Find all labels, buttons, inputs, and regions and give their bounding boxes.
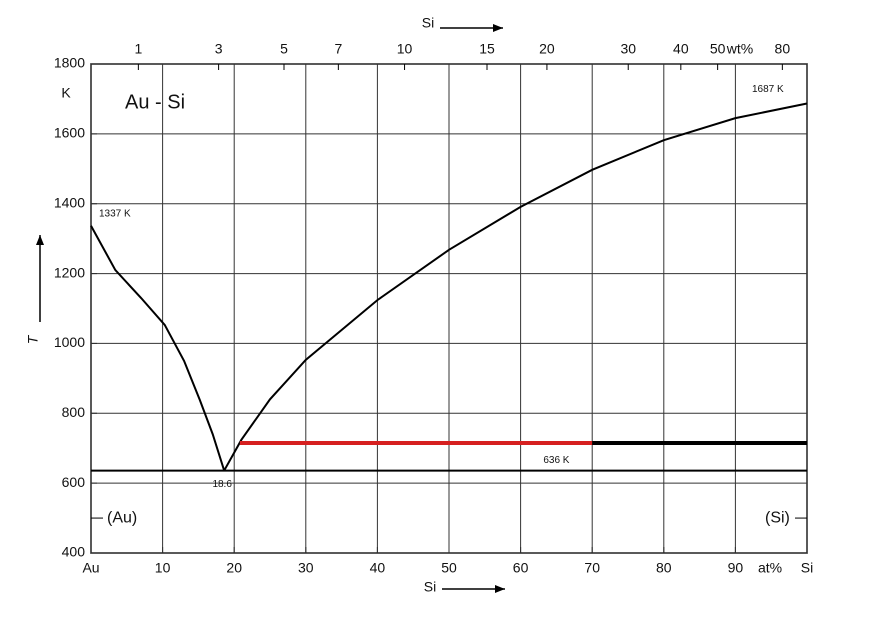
y-tick-label: 1400: [54, 194, 85, 210]
x2-tick-label: 10: [397, 41, 413, 57]
annotation: 636 K: [543, 455, 569, 466]
x-unit: at%: [758, 560, 782, 576]
x2-tick-label: 1: [134, 41, 142, 57]
x2-unit: wt%: [726, 41, 753, 57]
data-line: [223, 102, 808, 472]
x-tick-label: 60: [513, 560, 529, 576]
x-tick-label: 50: [441, 560, 457, 576]
x2-arrow-head: [493, 24, 503, 32]
x2-tick-label: 3: [215, 41, 223, 57]
y-tick-label: 600: [62, 474, 86, 490]
annotation: 1337 K: [99, 208, 131, 219]
annotation: (Si): [765, 509, 790, 526]
y-tick-label: 1200: [54, 264, 85, 280]
x-tick-label: 70: [584, 560, 600, 576]
y-tick-label: 1800: [54, 55, 85, 71]
x-tick-label: Au: [82, 560, 99, 576]
annotation: (Au): [107, 509, 137, 526]
y-unit: K: [61, 85, 71, 101]
x2-tick-label: 80: [775, 41, 791, 57]
x2-axis-label: Si: [422, 15, 434, 31]
x2-tick-label: 40: [673, 41, 689, 57]
y-tick-label: 400: [62, 544, 86, 560]
x2-tick-label: 20: [539, 41, 555, 57]
x-tick-label: 10: [155, 560, 171, 576]
chart-title: Au - Si: [125, 91, 185, 113]
y-arrow-head: [36, 235, 44, 245]
x2-tick-label: 15: [479, 41, 495, 57]
y-axis-label: T: [25, 334, 41, 344]
x-axis-label: Si: [424, 579, 436, 595]
x-tick-label: 20: [226, 560, 242, 576]
annotation: 18.6: [212, 479, 232, 490]
y-tick-label: 1000: [54, 334, 85, 350]
x-tick-label: 80: [656, 560, 672, 576]
x-tick-label: Si: [801, 560, 813, 576]
annotation: 1687 K: [752, 84, 784, 95]
x-tick-label: 30: [298, 560, 314, 576]
data-line: [90, 225, 226, 471]
x2-tick-label: 30: [620, 41, 636, 57]
x2-tick-label: 50: [710, 41, 726, 57]
y-tick-label: 1600: [54, 125, 85, 141]
y-tick-label: 800: [62, 404, 86, 420]
x-tick-label: 40: [370, 560, 386, 576]
x2-tick-label: 7: [334, 41, 342, 57]
x2-tick-label: 5: [280, 41, 288, 57]
x-tick-label: 90: [728, 560, 744, 576]
x-arrow-head: [495, 585, 505, 593]
